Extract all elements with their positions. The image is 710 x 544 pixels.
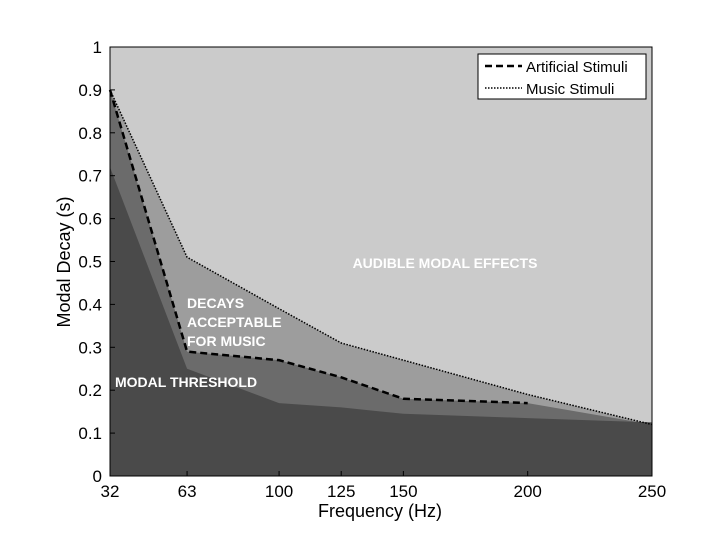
x-tick-label: 100 bbox=[265, 482, 293, 501]
legend: Artificial Stimuli Music Stimuli bbox=[478, 54, 646, 99]
y-tick-label: 0.1 bbox=[78, 424, 102, 443]
legend-label-music: Music Stimuli bbox=[526, 81, 614, 98]
x-axis-label: Frequency (Hz) bbox=[318, 501, 442, 521]
x-tick-label: 150 bbox=[389, 482, 417, 501]
modal-decay-chart: AUDIBLE MODAL EFFECTS DECAYS ACCEPTABLE … bbox=[0, 0, 710, 544]
y-tick-label: 0.9 bbox=[78, 81, 102, 100]
region-label-threshold: MODAL THRESHOLD bbox=[115, 374, 257, 390]
x-tick-label: 125 bbox=[327, 482, 355, 501]
region-label-acceptable-line3: FOR MUSIC bbox=[187, 333, 266, 349]
y-tick-label: 0.7 bbox=[78, 167, 102, 186]
y-tick-label: 0.6 bbox=[78, 210, 102, 229]
y-tick-label: 0.5 bbox=[78, 253, 102, 272]
y-tick-label: 0.8 bbox=[78, 124, 102, 143]
y-tick-label: 1 bbox=[93, 38, 102, 57]
y-tick-label: 0.3 bbox=[78, 338, 102, 357]
region-label-acceptable-line1: DECAYS bbox=[187, 295, 244, 311]
y-axis-label: Modal Decay (s) bbox=[54, 196, 74, 327]
y-tick-label: 0.4 bbox=[78, 295, 102, 314]
y-tick-label: 0.2 bbox=[78, 381, 102, 400]
legend-label-artificial: Artificial Stimuli bbox=[526, 59, 628, 76]
x-tick-label: 63 bbox=[178, 482, 197, 501]
x-tick-label: 200 bbox=[514, 482, 542, 501]
region-label-acceptable-line2: ACCEPTABLE bbox=[187, 314, 282, 330]
x-tick-label: 250 bbox=[638, 482, 666, 501]
x-tick-label: 32 bbox=[101, 482, 120, 501]
region-label-audible: AUDIBLE MODAL EFFECTS bbox=[353, 255, 538, 271]
